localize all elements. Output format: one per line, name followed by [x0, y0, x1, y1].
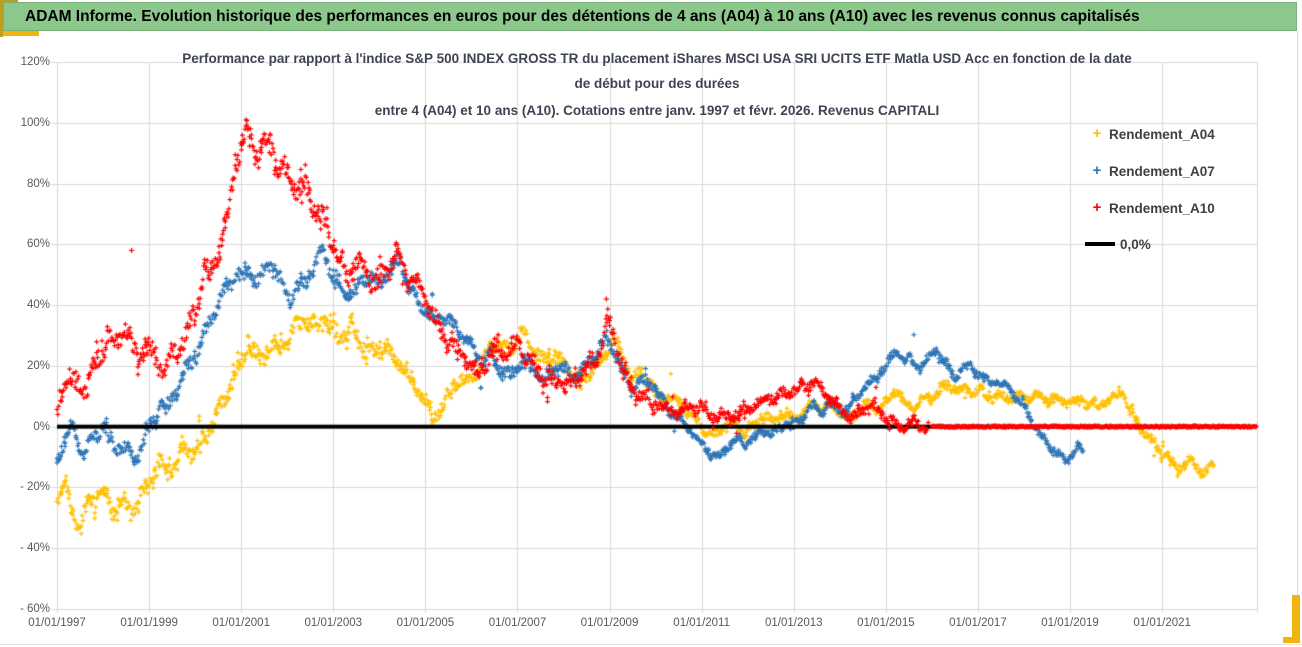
legend-label: Rendement_A04	[1109, 126, 1215, 142]
y-tick-label: 0%	[33, 420, 50, 433]
chart-title: Performance par rapport à l'indice S&P 5…	[57, 46, 1257, 123]
legend-label: Rendement_A10	[1109, 200, 1215, 216]
x-tick-label: 01/01/2003	[304, 617, 363, 629]
x-tick-label: 01/01/2007	[488, 617, 547, 629]
x-tick-label: 01/01/2017	[949, 617, 1007, 629]
plus-marker-icon: +	[1092, 199, 1102, 216]
x-tick-label: 01/01/2005	[396, 617, 455, 629]
y-tick-label: - 20%	[19, 481, 50, 494]
x-tick-label: 01/01/1999	[120, 617, 178, 629]
x-tick-label: 01/01/2013	[764, 617, 823, 629]
zero-line-swatch-icon	[1085, 242, 1115, 246]
chart-title-line-2: de début pour des durées	[574, 76, 740, 91]
y-tick-label: 60%	[26, 238, 50, 251]
plus-marker-icon: +	[1092, 125, 1102, 142]
y-tick-label: 20%	[26, 359, 50, 372]
y-tick-label: 80%	[26, 177, 50, 190]
y-tick-label: 120%	[20, 56, 50, 68]
x-tick-label: 01/01/2015	[857, 617, 915, 629]
legend-item-zero-line[interactable]: 0,0%	[1085, 232, 1297, 256]
legend-label: 0,0%	[1120, 236, 1151, 252]
y-tick-label: 40%	[26, 299, 50, 312]
legend-item-rendement-a10[interactable]: + Rendement_A10	[1085, 196, 1297, 220]
x-tick-label: 01/01/2019	[1041, 617, 1099, 629]
y-tick-label: - 60%	[19, 603, 50, 615]
x-tick-label: 01/01/2011	[673, 617, 730, 629]
x-tick-label: 01/01/2001	[212, 617, 270, 629]
x-tick-label: 01/01/2021	[1133, 617, 1191, 629]
legend-item-rendement-a04[interactable]: + Rendement_A04	[1085, 122, 1297, 146]
x-tick-label: 01/01/2009	[580, 617, 639, 629]
legend-item-rendement-a07[interactable]: + Rendement_A07	[1085, 159, 1297, 183]
x-tick-label: 01/01/1997	[28, 617, 86, 629]
plus-marker-icon: +	[1092, 162, 1102, 179]
chart-title-line-3: entre 4 (A04) et 10 ans (A10). Cotations…	[374, 103, 940, 118]
chart-title-line-1: Performance par rapport à l'indice S&P 5…	[182, 51, 1132, 66]
y-tick-label: 100%	[20, 116, 50, 129]
y-tick-label: - 40%	[19, 542, 50, 555]
legend-label: Rendement_A07	[1109, 163, 1215, 179]
